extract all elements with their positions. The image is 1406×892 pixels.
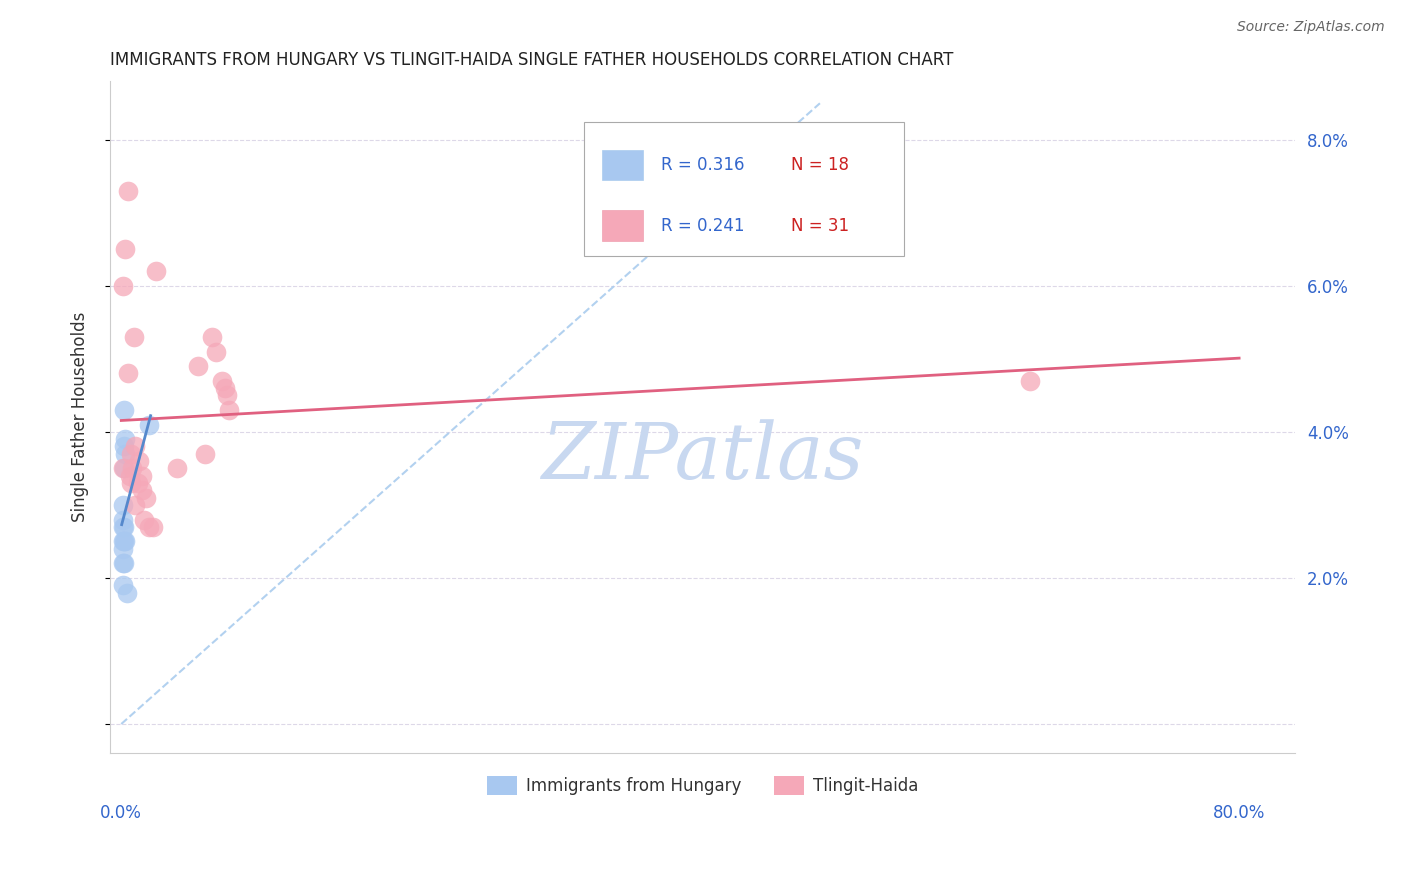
Point bbox=[112, 520, 135, 534]
Point bbox=[122, 330, 145, 344]
Point bbox=[111, 512, 134, 526]
Point bbox=[201, 330, 224, 344]
Point bbox=[111, 557, 134, 571]
Text: N = 31: N = 31 bbox=[792, 217, 849, 235]
Point bbox=[194, 447, 217, 461]
Point bbox=[142, 520, 165, 534]
Text: ZIPatlas: ZIPatlas bbox=[541, 419, 863, 496]
Point bbox=[114, 534, 136, 549]
Point bbox=[218, 403, 240, 417]
Point bbox=[111, 461, 134, 475]
Point bbox=[205, 344, 228, 359]
Point bbox=[187, 359, 209, 373]
Point bbox=[114, 447, 136, 461]
Text: 80.0%: 80.0% bbox=[1213, 805, 1265, 822]
Text: Source: ZipAtlas.com: Source: ZipAtlas.com bbox=[1237, 20, 1385, 34]
Point bbox=[120, 475, 142, 490]
Point bbox=[112, 557, 135, 571]
Point bbox=[128, 454, 150, 468]
Point bbox=[127, 475, 149, 490]
Point bbox=[217, 388, 239, 402]
Point bbox=[111, 278, 134, 293]
Point bbox=[121, 461, 143, 475]
Text: R = 0.316: R = 0.316 bbox=[661, 156, 745, 174]
Point bbox=[135, 491, 157, 505]
Point bbox=[112, 440, 135, 454]
Point bbox=[114, 432, 136, 446]
FancyBboxPatch shape bbox=[583, 121, 904, 256]
Point bbox=[131, 468, 153, 483]
Point bbox=[117, 367, 139, 381]
Point bbox=[112, 461, 135, 475]
Text: IMMIGRANTS FROM HUNGARY VS TLINGIT-HAIDA SINGLE FATHER HOUSEHOLDS CORRELATION CH: IMMIGRANTS FROM HUNGARY VS TLINGIT-HAIDA… bbox=[110, 51, 953, 69]
Point bbox=[120, 447, 142, 461]
Point bbox=[114, 243, 136, 257]
Point bbox=[145, 264, 167, 278]
Bar bbox=[602, 211, 644, 241]
Point bbox=[124, 440, 146, 454]
Text: N = 18: N = 18 bbox=[792, 156, 849, 174]
Bar bbox=[602, 150, 644, 180]
Point bbox=[111, 498, 134, 512]
Y-axis label: Single Father Households: Single Father Households bbox=[72, 312, 89, 523]
Point bbox=[111, 541, 134, 556]
Point bbox=[131, 483, 153, 498]
Point bbox=[211, 374, 233, 388]
Point bbox=[115, 585, 138, 599]
Point bbox=[124, 498, 146, 512]
Point bbox=[112, 534, 135, 549]
Point bbox=[138, 417, 160, 432]
Legend: Immigrants from Hungary, Tlingit-Haida: Immigrants from Hungary, Tlingit-Haida bbox=[481, 770, 925, 802]
Point bbox=[132, 512, 155, 526]
Point bbox=[111, 520, 134, 534]
Point bbox=[138, 520, 160, 534]
Point bbox=[112, 403, 135, 417]
Text: 0.0%: 0.0% bbox=[100, 805, 142, 822]
Point bbox=[214, 381, 236, 395]
Point bbox=[1018, 374, 1040, 388]
Point bbox=[111, 534, 134, 549]
Point bbox=[118, 468, 141, 483]
Point bbox=[117, 184, 139, 198]
Point bbox=[166, 461, 188, 475]
Point bbox=[111, 578, 134, 592]
Text: R = 0.241: R = 0.241 bbox=[661, 217, 745, 235]
